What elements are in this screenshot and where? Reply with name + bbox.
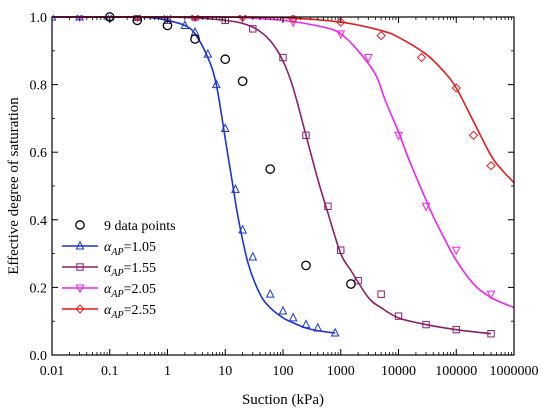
series-point (486, 290, 496, 300)
series-point (288, 18, 298, 28)
legend-marker-measured (75, 220, 85, 230)
y-axis-title: Effective degree of saturation (6, 97, 22, 275)
y-tick-label: 0.8 (30, 79, 48, 94)
legend-marker (75, 284, 85, 294)
series-2 (52, 15, 514, 309)
series-point (237, 15, 248, 22)
legend-marker (75, 240, 85, 250)
legend-marker (75, 304, 85, 314)
series-point (337, 246, 345, 254)
measured-point (346, 279, 356, 289)
series-point (421, 202, 431, 212)
series-point (324, 202, 332, 210)
series-point (203, 48, 213, 58)
series-point (190, 15, 200, 22)
x-tick-label: 100 (273, 364, 294, 379)
legend-label: αAP=1.05 (104, 240, 156, 258)
y-tick-label: 0.2 (30, 281, 48, 296)
series-point (330, 327, 340, 337)
legend-marker (76, 263, 84, 271)
measured-point (301, 260, 311, 271)
series-point (313, 322, 323, 332)
series-line (52, 15, 514, 309)
series-point (336, 30, 346, 40)
legend-label: αAP=2.05 (104, 282, 156, 300)
series-point (422, 320, 430, 329)
y-axis: 0.0 0.2 0.4 0.6 0.8 1.0 (30, 11, 514, 364)
x-axis: 0.01 0.1 1 10 100 1000 10000 100000 1000000 (40, 17, 539, 379)
series-point (354, 276, 362, 285)
series-point (301, 319, 311, 329)
series-line (52, 16, 514, 184)
series-point (220, 123, 230, 133)
plot-frame (51, 16, 515, 356)
measured-point (265, 164, 276, 174)
measured-point (237, 76, 248, 87)
legend-label: αAP=2.55 (104, 303, 156, 321)
series-point (377, 290, 385, 298)
series-point (211, 79, 221, 89)
series-point (180, 20, 190, 29)
x-axis-title: Suction (kPa) (242, 392, 324, 408)
x-tick-label: 0.01 (40, 364, 65, 379)
series-point (452, 325, 460, 334)
series-point (238, 224, 248, 234)
y-tick-label: 0.0 (30, 349, 48, 364)
series-point (288, 312, 298, 322)
series-point (486, 161, 496, 171)
series-point (394, 312, 403, 320)
series-point (279, 53, 287, 62)
x-tick-label: 10 (218, 364, 232, 379)
series-point (249, 25, 257, 33)
series-point (394, 131, 403, 141)
y-tick-label: 0.6 (30, 146, 48, 161)
x-tick-label: 100000 (435, 364, 477, 379)
y-tick-label: 0.4 (30, 214, 48, 229)
series-point (278, 305, 288, 315)
series-point (363, 54, 373, 63)
series-point (265, 288, 275, 298)
legend-label-measured: 9 data points (104, 219, 176, 234)
series-3 (52, 15, 514, 184)
series-point (487, 330, 495, 338)
series-point (238, 15, 247, 23)
x-tick-label: 1 (164, 364, 171, 379)
measured-point (190, 34, 200, 44)
series-point (132, 15, 143, 22)
series-point (302, 131, 310, 140)
x-tick-label: 1000 (327, 364, 355, 379)
series-point (451, 246, 461, 256)
series-line (52, 16, 336, 334)
legend-label: αAP=1.55 (104, 261, 156, 279)
x-tick-label: 0.1 (101, 364, 119, 379)
series-point (468, 130, 479, 141)
legend: 9 data points αAP=1.05 αAP=1.55 αAP=2.05 αAP… (62, 219, 176, 321)
y-tick-label: 1.0 (30, 11, 48, 26)
x-tick-label: 10000 (381, 364, 416, 379)
series-point (231, 184, 240, 193)
series-point (376, 30, 386, 41)
series-point (416, 52, 427, 63)
measured-point (132, 15, 143, 26)
x-tick-label: 1000000 (490, 364, 539, 379)
series-point (451, 83, 461, 93)
series-line (52, 15, 492, 335)
series-point (248, 251, 258, 261)
series-point (336, 17, 346, 27)
measured-point (220, 54, 231, 65)
